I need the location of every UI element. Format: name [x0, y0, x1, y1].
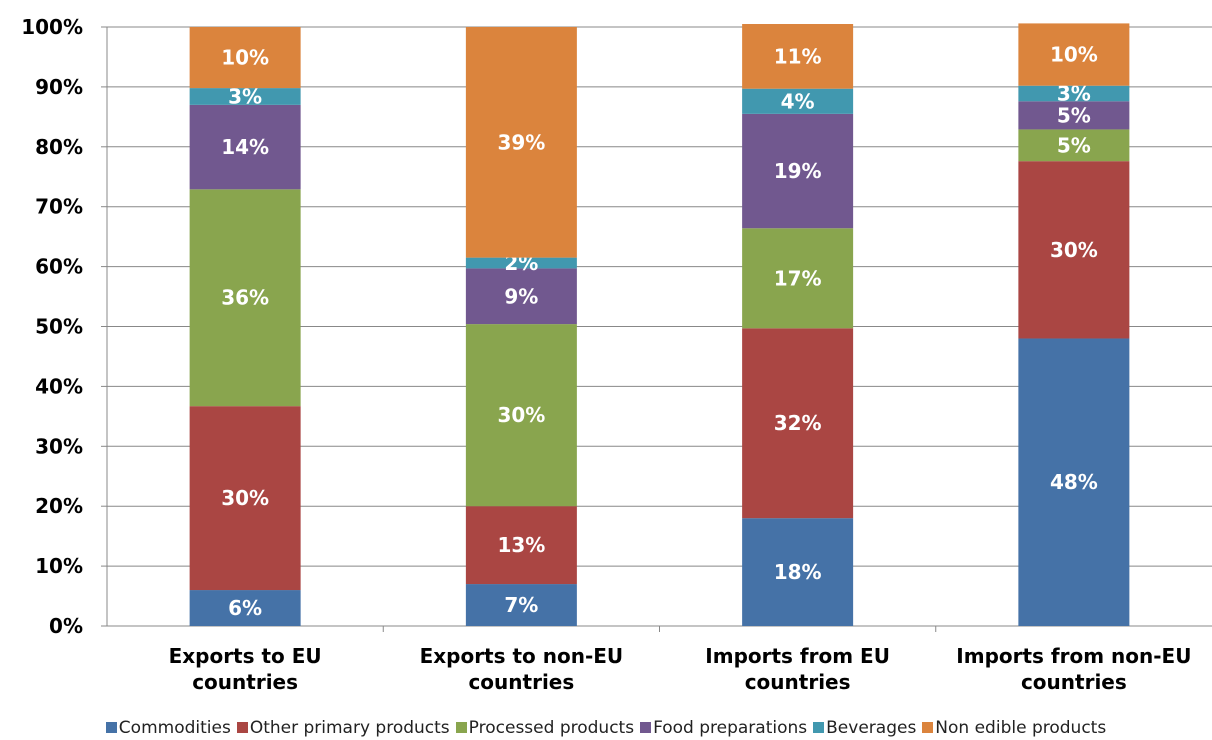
x-tick-label: Exports to EU — [169, 644, 322, 668]
legend-label: Non edible products — [935, 718, 1107, 738]
y-tick-label: 20% — [35, 494, 83, 518]
data-label: 11% — [774, 44, 822, 68]
y-tick-label: 40% — [35, 374, 83, 398]
y-tick-label: 80% — [35, 135, 83, 159]
data-label: 30% — [497, 403, 545, 427]
legend-item: Beverages — [813, 718, 916, 738]
data-label: 5% — [1057, 103, 1091, 127]
bar-segment — [189, 189, 301, 407]
y-tick-label: 60% — [35, 255, 83, 279]
y-tick-label: 10% — [35, 554, 83, 578]
data-label: 39% — [497, 130, 545, 154]
data-label: 10% — [221, 46, 269, 70]
y-tick-label: 30% — [35, 434, 83, 458]
legend-swatch — [455, 722, 467, 733]
data-label: 4% — [781, 89, 815, 113]
data-label: 32% — [774, 411, 822, 435]
legend-label: Food preparations — [653, 718, 808, 738]
y-tick-label: 50% — [35, 315, 83, 339]
bar-segment — [465, 27, 577, 258]
x-tick-label: countries — [468, 670, 574, 694]
bar-segment — [742, 328, 854, 519]
data-label: 18% — [774, 560, 822, 584]
bar-segment — [465, 257, 577, 269]
bar-segment — [465, 506, 577, 585]
legend-item: Non edible products — [922, 718, 1106, 738]
x-tick-label: countries — [1021, 670, 1127, 694]
legend-swatch — [813, 722, 825, 733]
legend-item: Other primary products — [236, 718, 450, 738]
data-label: 13% — [497, 533, 545, 557]
legend-label: Beverages — [826, 718, 917, 738]
y-tick-label: 0% — [49, 614, 83, 638]
legend-label: Processed products — [468, 718, 635, 738]
bar-segment — [742, 518, 854, 626]
legend-swatch — [105, 722, 117, 733]
bar-segment — [742, 24, 854, 89]
bar-segment — [742, 113, 854, 229]
bar-segment — [465, 584, 577, 626]
data-label: 19% — [774, 159, 822, 183]
legend-item: Food preparations — [640, 718, 807, 738]
data-label: 9% — [504, 284, 538, 308]
x-tick-label: Exports to non-EU — [420, 644, 624, 668]
bar-segment — [1018, 23, 1130, 86]
bar-segment — [1018, 338, 1130, 626]
bar-segment — [465, 324, 577, 507]
x-tick-label: countries — [745, 670, 851, 694]
bar-segment — [465, 268, 577, 325]
legend-label: Other primary products — [249, 718, 450, 738]
y-tick-label: 100% — [21, 15, 83, 39]
bar-segment — [1018, 101, 1130, 130]
x-tick-label: countries — [192, 670, 298, 694]
data-label: 3% — [228, 84, 262, 108]
data-label: 10% — [1050, 43, 1098, 67]
legend-swatch — [922, 722, 934, 733]
legend-swatch — [640, 722, 652, 733]
data-label: 30% — [1050, 238, 1098, 262]
bar-segment — [189, 104, 301, 190]
bar-segment — [189, 406, 301, 591]
data-label: 5% — [1057, 133, 1091, 157]
legend-label: Commodities — [118, 718, 231, 738]
x-tick-label: Imports from EU — [705, 644, 890, 668]
x-tick-label: Imports from non-EU — [956, 644, 1191, 668]
bar-segment — [742, 228, 854, 329]
y-tick-label: 90% — [35, 75, 83, 99]
legend-item: Processed products — [455, 718, 635, 738]
data-label: 7% — [504, 593, 538, 617]
data-label: 17% — [774, 266, 822, 290]
bar-segment — [1018, 129, 1130, 162]
bar-segment — [1018, 161, 1130, 339]
legend-swatch — [236, 722, 248, 733]
data-label: 36% — [221, 286, 269, 310]
bar-segment — [742, 88, 854, 114]
bar-segment — [189, 88, 301, 105]
data-label: 30% — [221, 486, 269, 510]
data-label: 48% — [1050, 470, 1098, 494]
bar-segment — [189, 27, 301, 89]
y-tick-label: 70% — [35, 195, 83, 219]
legend: Commodities Other primary products Process… — [0, 718, 1212, 738]
bar-segment — [1018, 85, 1130, 102]
data-label: 14% — [221, 135, 269, 159]
bar-segment — [189, 590, 301, 626]
data-label: 6% — [228, 596, 262, 620]
legend-item: Commodities — [105, 718, 231, 738]
stacked-bar-chart: 0% 10% 20% 30% 40% 50% 60% 70% 80% 90% 100% 6% 30% 36… — [21, 15, 1212, 694]
